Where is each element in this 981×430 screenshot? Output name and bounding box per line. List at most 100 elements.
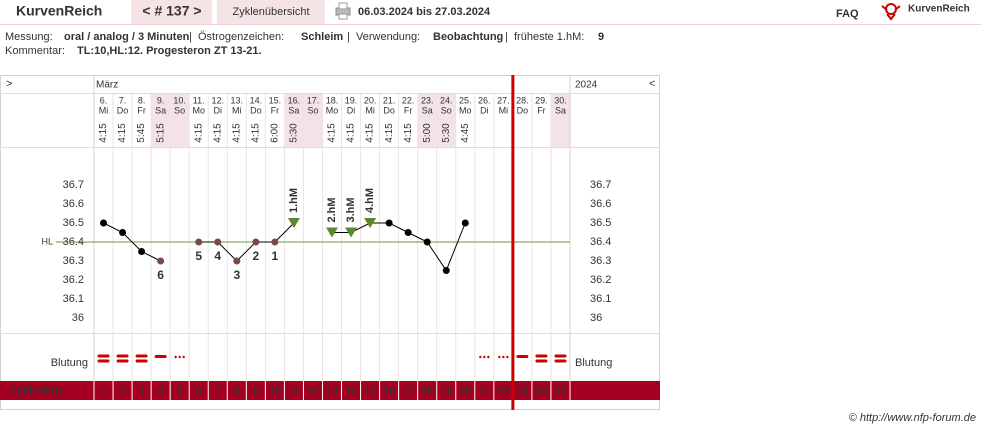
hm-marker: [345, 227, 358, 238]
info-label: früheste 1.hM:: [514, 31, 584, 43]
cycle-day: 9: [253, 385, 259, 397]
weekend-shade: [303, 93, 323, 147]
measure-time: 4:15: [403, 123, 414, 143]
logo-limbs: [881, 5, 901, 21]
bleeding-dash: [116, 354, 129, 358]
weekday: Sa: [555, 105, 566, 115]
cycle-day: 23: [516, 385, 528, 397]
day-number: 13.: [231, 95, 244, 105]
info-separator: |: [505, 31, 508, 43]
cycle-day: 10: [269, 385, 281, 397]
day-number: 17.: [307, 95, 320, 105]
faq-link[interactable]: FAQ: [836, 8, 859, 20]
measure-time: 5:30: [441, 123, 452, 143]
bleeding-dot: [182, 355, 185, 359]
weekday: Di: [480, 105, 489, 115]
day-number: 23.: [421, 95, 434, 105]
bleeding-dot: [487, 355, 490, 359]
day-number: 27.: [497, 95, 510, 105]
cycle-nav[interactable]: < # 137 >: [142, 3, 201, 19]
day-number: 28.: [516, 95, 529, 105]
measure-time: 5:45: [136, 123, 147, 143]
cycle-day: 11: [288, 385, 300, 397]
day-number: 10.: [173, 95, 186, 105]
bleeding-mark: [479, 355, 490, 359]
date-range: 06.03.2024 bis 27.03.2024: [358, 6, 491, 18]
measure-time: 4:15: [98, 123, 109, 143]
temperature-point: [423, 238, 431, 246]
overview-link[interactable]: Zyklenübersicht: [232, 6, 309, 18]
info-label: Messung:: [5, 31, 53, 43]
bleeding-dash: [135, 354, 148, 358]
cycle-day: 8: [234, 385, 240, 397]
bleeding-mark: [174, 355, 185, 359]
cycle-day: 5: [177, 385, 183, 397]
temperature-point: [214, 238, 222, 246]
cycle-day: 14: [345, 385, 358, 397]
measure-time: 4:15: [250, 123, 261, 143]
year: 2024: [575, 80, 598, 91]
weekday: Sa: [155, 105, 166, 115]
temperature-point: [119, 229, 127, 236]
weekend-shade: [151, 93, 171, 147]
nav-prev[interactable]: >: [6, 78, 12, 90]
y-tick-label-right: 36.2: [590, 274, 611, 286]
weekday: Di: [347, 105, 356, 115]
measure-time: 4:15: [231, 123, 242, 143]
cycle-day: 15: [364, 385, 376, 397]
cycle-day: 6: [196, 385, 202, 397]
logo-text: KurvenReich: [908, 4, 970, 15]
day-number: 18.: [326, 95, 339, 105]
y-tick-label-right: 36: [590, 312, 602, 324]
cycle-day: 7: [215, 385, 221, 397]
temperature-point: [404, 229, 412, 236]
cycle-tab[interactable]: [131, 0, 212, 24]
cycle-day-label: Zyklustag: [10, 385, 61, 397]
low-label: 2: [252, 249, 259, 263]
bleeding-dash: [554, 354, 567, 358]
day-number: 22.: [402, 95, 415, 105]
bleeding-dash: [535, 359, 548, 363]
temperature-point: [100, 219, 108, 227]
hm-marker: [326, 227, 338, 238]
temperature-point: [138, 248, 146, 255]
temperature-point: [252, 238, 260, 246]
weekday: Do: [517, 105, 529, 115]
measure-time: 4:15: [365, 123, 376, 143]
temperature-point: [461, 219, 469, 227]
info-label: Östrogenzeichen:: [198, 31, 284, 43]
bleeding-dash: [97, 354, 110, 358]
weekday: Mi: [365, 105, 375, 115]
temperature-point: [233, 257, 241, 265]
temperature-point: [157, 257, 165, 265]
bleeding-dot: [506, 355, 509, 359]
overview-tab[interactable]: [217, 0, 325, 24]
printer-icon[interactable]: [335, 2, 351, 20]
measure-time: 5:30: [289, 123, 300, 143]
weekend-shade: [284, 93, 304, 147]
nav-next[interactable]: <: [649, 78, 655, 90]
bleeding-dash: [116, 359, 129, 363]
cycle-day: 24: [535, 385, 548, 397]
y-tick-label: 36.2: [63, 274, 84, 286]
bleeding-dash: [97, 359, 110, 363]
bleeding-dot: [502, 355, 505, 359]
info-value: Schleim: [301, 31, 343, 43]
measure-time: 4:15: [117, 123, 128, 143]
weekday: Do: [250, 105, 262, 115]
info-label: Verwendung:: [356, 31, 420, 43]
low-label: 6: [157, 268, 164, 282]
y-tick-label-right: 36.5: [590, 217, 611, 229]
cycle-day: 25: [554, 385, 566, 397]
measure-time: 5:00: [422, 123, 433, 143]
cycle-day: 21: [478, 385, 490, 397]
cycle-day: 22: [497, 385, 509, 397]
weekday: Mo: [192, 105, 205, 115]
month: März: [96, 80, 118, 91]
bleeding-mark: [535, 354, 548, 363]
measure-time: 6:00: [270, 123, 281, 143]
weekday: Fr: [537, 105, 546, 115]
measure-time: 4:15: [346, 123, 357, 143]
measure-time: 4:15: [193, 123, 204, 143]
